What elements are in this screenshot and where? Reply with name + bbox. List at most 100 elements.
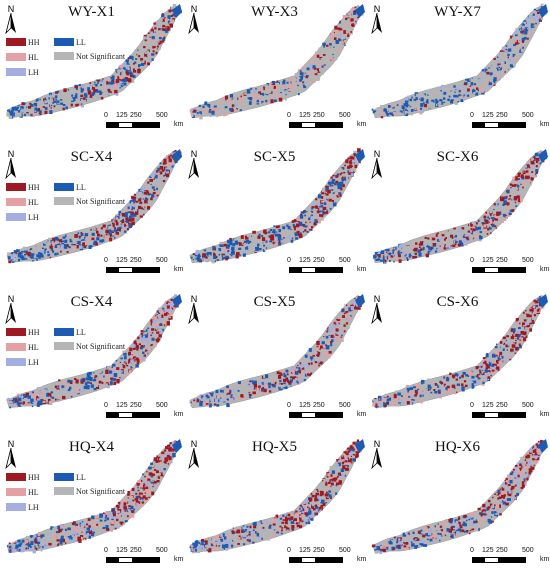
cluster-patch-hh [504, 71, 506, 73]
cluster-patch-ns [8, 116, 13, 119]
cluster-patch-ll [98, 79, 101, 81]
cluster-patch-ns [285, 98, 287, 101]
cluster-patch-hh [129, 358, 131, 360]
cluster-patch-lh [493, 365, 496, 368]
cluster-patch-hh [126, 71, 128, 74]
cluster-patch-ns [248, 247, 251, 250]
cluster-patch-ll [277, 236, 282, 241]
cluster-patch-hh [523, 331, 527, 336]
cluster-patch-lh [517, 41, 521, 43]
cluster-patch-lh [159, 332, 161, 334]
cluster-patch-ns [454, 244, 457, 247]
cluster-patch-hh [14, 251, 18, 255]
cluster-patch-ll [263, 244, 266, 247]
cluster-patch-ns [136, 55, 140, 58]
cluster-patch-ns [105, 91, 108, 95]
cluster-patch-ll [84, 233, 87, 235]
cluster-patch-ns [473, 94, 476, 97]
cluster-patch-ll [245, 239, 250, 243]
cluster-patch-ll [32, 259, 34, 262]
cluster-patch-ns [503, 352, 507, 356]
cluster-patch-hh [327, 189, 331, 194]
cluster-patch-ll [331, 189, 334, 191]
cluster-patch-ll [304, 373, 308, 377]
cluster-patch-ll [494, 345, 498, 349]
cluster-patch-ll [172, 4, 182, 18]
cluster-patch-hl [413, 392, 416, 395]
cluster-patch-hh [500, 341, 503, 344]
cluster-patch-ns [288, 83, 291, 87]
cluster-patch-ll [331, 178, 336, 182]
scale-unit: km [357, 266, 367, 273]
cluster-patch-hh [172, 13, 175, 16]
cluster-patch-ns [418, 239, 420, 241]
cluster-patch-ll [241, 243, 243, 245]
cluster-patch-ll [496, 56, 499, 58]
cluster-patch-hl [221, 99, 225, 104]
scale-tick-label: 125 [116, 257, 128, 264]
cluster-patch-ll [311, 207, 314, 210]
cluster-patch-hh [77, 103, 80, 106]
cluster-patch-ll [505, 45, 508, 47]
cluster-patch-ll [532, 13, 535, 16]
cluster-patch-hh [151, 332, 154, 334]
cluster-patch-lh [489, 358, 492, 362]
legend-item-hh: HH [6, 328, 40, 337]
cluster-patch-ns [464, 95, 467, 98]
cluster-patch-ns [240, 99, 244, 104]
cluster-patch-lh [285, 371, 288, 374]
cluster-patch-ns [524, 43, 526, 45]
cluster-patch-lh [439, 246, 441, 248]
cluster-patch-lh [134, 207, 136, 209]
cluster-patch-hh [170, 154, 173, 157]
cluster-patch-ll [208, 252, 212, 256]
cluster-patch-hh [224, 95, 228, 100]
cluster-patch-hl [132, 365, 136, 367]
cluster-patch-ll [225, 244, 230, 249]
cluster-patch-hh [350, 18, 354, 22]
cluster-patch-ll [7, 109, 9, 112]
cluster-patch-ns [312, 72, 316, 76]
cluster-patch-ns [223, 390, 227, 394]
cluster-patch-hh [248, 393, 252, 396]
cluster-patch-ll [326, 345, 330, 350]
cluster-patch-hh [414, 248, 418, 252]
cluster-patch-hh [485, 220, 489, 224]
cluster-patch-ns [377, 110, 381, 113]
cluster-patch-ns [342, 35, 346, 40]
cluster-patch-lh [285, 91, 288, 93]
cluster-patch-hh [483, 215, 487, 219]
cluster-patch-ns [408, 393, 411, 396]
cluster-patch-ll [320, 204, 324, 207]
cluster-patch-ll [267, 382, 271, 385]
cluster-patch-hl [393, 397, 397, 401]
cluster-patch-hh [152, 45, 156, 49]
cluster-patch-hh [52, 237, 56, 242]
cluster-patch-ns [457, 81, 459, 83]
cluster-patch-hl [349, 22, 353, 27]
cluster-patch-hl [326, 203, 329, 206]
cluster-patch-lh [235, 388, 238, 391]
cluster-patch-hh [131, 356, 135, 360]
cluster-patch-ll [286, 81, 289, 84]
cluster-patch-hh [418, 244, 420, 246]
cluster-patch-lh [10, 254, 14, 259]
cluster-patch-lh [156, 42, 159, 44]
cluster-patch-ll [484, 369, 488, 373]
cluster-patch-ll [338, 39, 342, 43]
cluster-patch-ns [471, 221, 475, 225]
cluster-patch-hl [355, 18, 359, 21]
cluster-patch-hl [499, 362, 503, 367]
cluster-patch-ll [379, 398, 382, 400]
cluster-patch-hl [400, 403, 402, 405]
cluster-patch-lh [311, 201, 316, 204]
cluster-patch-hh [157, 337, 159, 339]
cluster-patch-ns [246, 98, 248, 101]
cluster-patch-ns [315, 51, 319, 56]
cluster-patch-hh [29, 102, 32, 105]
cluster-patch-hl [291, 227, 294, 230]
cluster-patch-ns [148, 56, 151, 60]
cluster-patch-hh [243, 242, 245, 245]
cluster-patch-hh [495, 367, 499, 371]
cluster-patch-ll [44, 107, 48, 110]
